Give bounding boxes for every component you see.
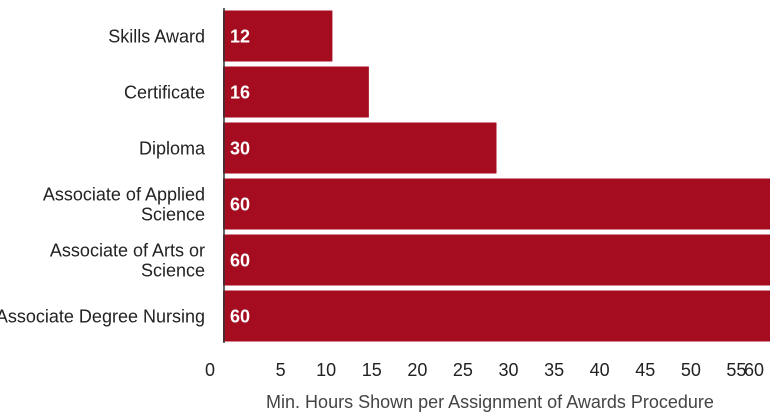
category-label-1: Skills Award bbox=[108, 27, 205, 47]
x-tick-label-40: 40 bbox=[590, 360, 610, 380]
data-label-4: 60 bbox=[230, 195, 250, 215]
category-label-4: Associate of Applied Science bbox=[43, 185, 205, 225]
x-tick-label-20: 20 bbox=[407, 360, 427, 380]
category-label-2: Certificate bbox=[124, 83, 205, 103]
bar-3 bbox=[223, 122, 497, 174]
x-tick-label-35: 35 bbox=[544, 360, 564, 380]
bar-1 bbox=[223, 10, 333, 62]
x-tick-label-10: 10 bbox=[316, 360, 336, 380]
x-axis-title: Min. Hours Shown per Assignment of Award… bbox=[266, 392, 714, 412]
bar-6 bbox=[223, 290, 770, 342]
x-tick-label-25: 25 bbox=[453, 360, 473, 380]
category-label-5: Associate of Arts or Science bbox=[50, 241, 205, 281]
data-label-1: 12 bbox=[230, 27, 250, 47]
x-tick-label-30: 30 bbox=[498, 360, 518, 380]
bar-4 bbox=[223, 178, 770, 230]
data-label-5: 60 bbox=[230, 251, 250, 271]
x-tick-label-60: 60 bbox=[744, 360, 764, 380]
x-tick-label-55: 55 bbox=[726, 360, 746, 380]
x-tick-label-5: 5 bbox=[276, 360, 286, 380]
data-labels-group: 12 16 30 60 60 60 bbox=[230, 27, 250, 327]
x-tick-label-50: 50 bbox=[681, 360, 701, 380]
data-label-3: 30 bbox=[230, 139, 250, 159]
x-tick-label-0: 0 bbox=[205, 360, 215, 380]
category-label-3: Diploma bbox=[139, 139, 206, 159]
data-label-2: 16 bbox=[230, 83, 250, 103]
bar-5 bbox=[223, 234, 770, 286]
category-labels-group: Skills Award Certificate Diploma Associate … bbox=[0, 27, 206, 327]
bars-group bbox=[223, 10, 770, 342]
category-label-6: Associate Degree Nursing bbox=[0, 307, 205, 327]
bar-2 bbox=[223, 66, 369, 118]
x-tick-label-15: 15 bbox=[362, 360, 382, 380]
data-label-6: 60 bbox=[230, 307, 250, 327]
x-tick-label-45: 45 bbox=[635, 360, 655, 380]
